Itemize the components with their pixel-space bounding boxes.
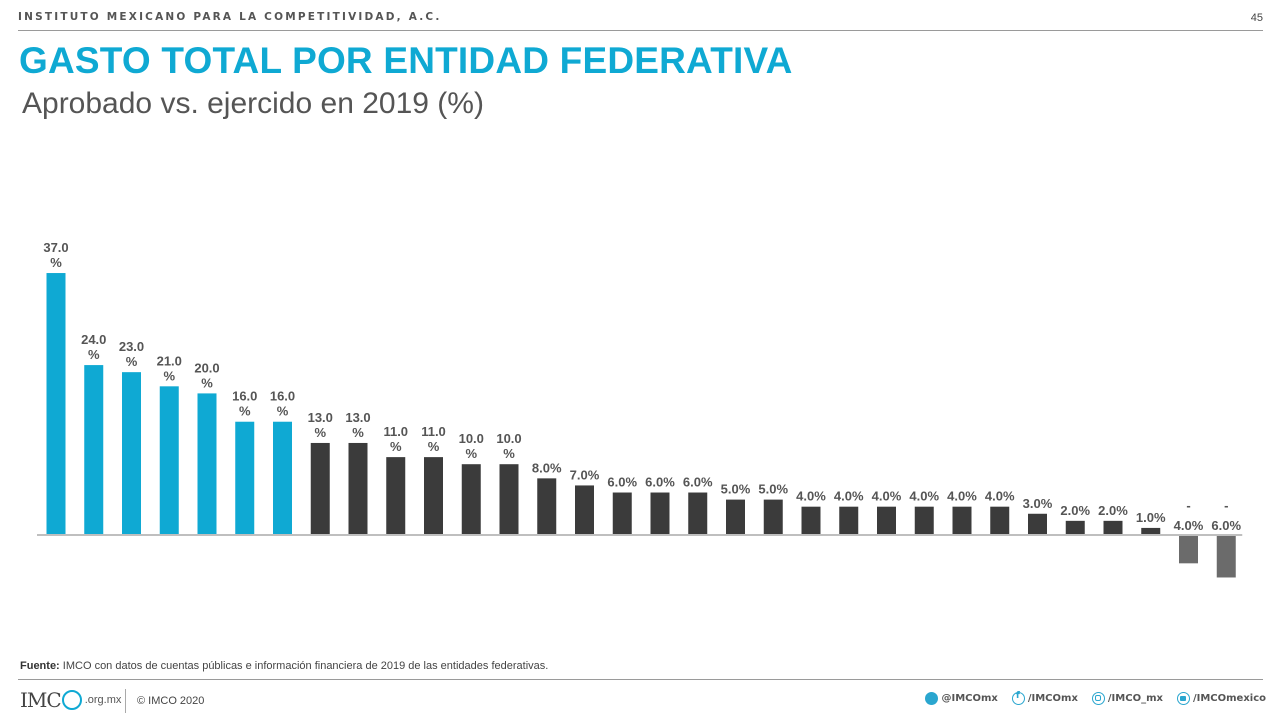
bar-value-label: 2.0% xyxy=(1098,503,1128,518)
bar xyxy=(348,442,368,535)
footer-divider xyxy=(18,679,1263,680)
bar xyxy=(273,421,292,535)
bar xyxy=(197,393,217,535)
bar xyxy=(990,506,1010,535)
bar-value-label: 6.0% xyxy=(683,475,713,490)
bar-value-label: 13.0% xyxy=(308,410,333,440)
source-note: Fuente: IMCO con datos de cuentas públic… xyxy=(20,660,548,672)
bar xyxy=(1216,535,1236,578)
bar xyxy=(84,365,104,535)
bar xyxy=(650,492,670,535)
bar xyxy=(914,506,934,535)
instagram-icon xyxy=(1091,692,1105,705)
source-label: Fuente: xyxy=(20,660,60,672)
bar-value-label: 13.0% xyxy=(345,410,370,440)
bar xyxy=(1028,513,1047,535)
page-subtitle: Aprobado vs. ejercido en 2019 (%) xyxy=(22,87,484,120)
social-facebook[interactable]: /IMCOmx xyxy=(1011,691,1078,705)
bar xyxy=(122,372,141,535)
bar-value-label: 11.0% xyxy=(383,424,408,454)
bar xyxy=(877,506,896,535)
bar xyxy=(1065,520,1085,535)
logo-ring-icon xyxy=(61,690,82,710)
bar-value-label: 4.0% xyxy=(834,489,864,504)
top-bar: INSTITUTO MEXICANO PARA LA COMPETITIVIDA… xyxy=(18,8,1263,31)
logo-text: IMC xyxy=(20,688,62,712)
bar-value-label: 16.0% xyxy=(270,389,295,419)
logo-mark: IMC xyxy=(20,688,82,712)
bar xyxy=(1179,535,1198,564)
bar xyxy=(575,485,594,535)
bar xyxy=(499,464,519,535)
bar-value-label: 21.0% xyxy=(157,353,182,383)
bar xyxy=(386,457,406,535)
bar-value-label: 4.0% xyxy=(872,489,902,504)
bar-value-label: 7.0% xyxy=(570,467,600,482)
bar-value-label: -4.0% xyxy=(1174,498,1204,533)
social-youtube-handle: /IMCOmexico xyxy=(1192,693,1266,704)
page-title: GASTO TOTAL POR ENTIDAD FEDERATIVA xyxy=(19,40,793,81)
bar xyxy=(310,442,330,535)
bar-value-label: 2.0% xyxy=(1060,503,1090,518)
bar xyxy=(537,478,557,535)
facebook-icon xyxy=(1011,691,1025,705)
bar-value-label: 4.0% xyxy=(909,489,939,504)
bar-value-label: 24.0% xyxy=(81,332,106,362)
bar xyxy=(235,421,255,535)
bar xyxy=(801,506,821,535)
social-twitter[interactable]: @IMCOmx xyxy=(925,692,998,705)
twitter-icon xyxy=(925,692,939,705)
social-twitter-handle: @IMCOmx xyxy=(941,693,998,704)
bar xyxy=(612,492,632,535)
bar-value-label: 23.0% xyxy=(119,339,144,369)
bar xyxy=(1141,527,1161,535)
bar-value-label: 11.0% xyxy=(421,424,446,454)
youtube-icon xyxy=(1176,692,1190,705)
footer-separator xyxy=(125,689,126,713)
bar xyxy=(688,492,708,535)
social-links: @IMCOmx /IMCOmx /IMCO_mx /IMCOmexico xyxy=(925,691,1266,705)
bar-value-label: 37.0% xyxy=(43,240,68,270)
bar-value-label: 5.0% xyxy=(758,482,788,497)
social-instagram[interactable]: /IMCO_mx xyxy=(1091,692,1163,705)
bar-value-label: 20.0% xyxy=(194,360,219,390)
bar xyxy=(726,499,745,535)
source-text: IMCO con datos de cuentas públicas e inf… xyxy=(59,660,549,672)
bar-value-label: 10.0% xyxy=(496,431,521,461)
bar-value-label: 10.0% xyxy=(459,431,484,461)
bar-value-label: 3.0% xyxy=(1023,496,1053,511)
social-instagram-handle: /IMCO_mx xyxy=(1107,693,1163,704)
social-youtube[interactable]: /IMCOmexico xyxy=(1176,692,1266,705)
bar-value-label: 1.0% xyxy=(1136,510,1166,525)
logo-domain: .org.mx xyxy=(84,694,122,706)
bar-value-label: 6.0% xyxy=(607,475,637,490)
bar-chart: 37.0 % 24.0 % 23.0% 21.0 % 20.0 % 16.0 % 16.0% 13.0%… xyxy=(37,240,1243,578)
bar xyxy=(952,506,972,535)
bar-value-label: 6.0% xyxy=(645,475,675,490)
bar xyxy=(46,273,66,535)
bar-value-label: 16.0% xyxy=(232,389,257,419)
bar xyxy=(159,386,179,535)
social-facebook-handle: /IMCOmx xyxy=(1027,693,1078,704)
bar xyxy=(763,499,783,535)
bar-value-label: 4.0% xyxy=(947,489,977,504)
copyright: © IMCO 2020 xyxy=(137,695,205,707)
org-name: INSTITUTO MEXICANO PARA LA COMPETITIVIDA… xyxy=(18,11,442,23)
imco-logo[interactable]: IMC .org.mx xyxy=(20,688,121,712)
bar xyxy=(461,464,481,535)
page-number: 45 xyxy=(1250,12,1263,24)
bar-value-label: -6.0% xyxy=(1211,498,1241,533)
bar-value-label: 4.0% xyxy=(985,489,1015,504)
bar xyxy=(424,457,443,535)
bar-value-label: 8.0% xyxy=(532,460,562,475)
bar xyxy=(1103,520,1123,535)
bar xyxy=(839,506,859,535)
bar-value-label: 5.0% xyxy=(721,482,751,497)
bar-value-label: 4.0% xyxy=(796,489,826,504)
